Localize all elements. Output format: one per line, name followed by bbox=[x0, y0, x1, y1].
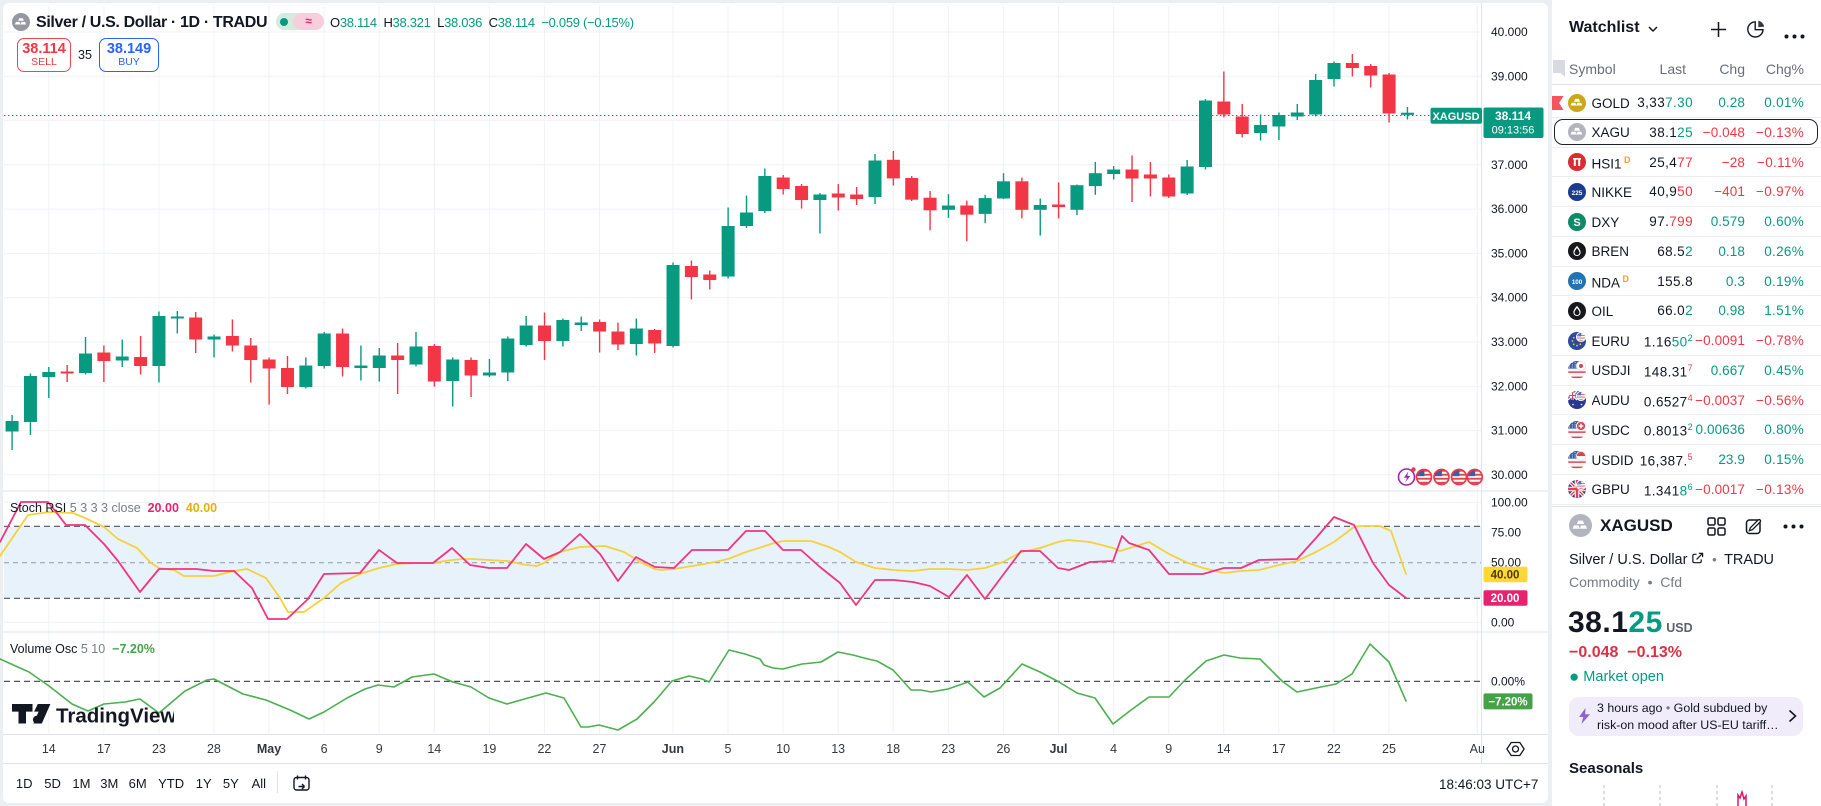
svg-text:20.00: 20.00 bbox=[1491, 593, 1520, 605]
svg-text:26: 26 bbox=[996, 742, 1010, 756]
svg-text:0.00: 0.00 bbox=[1491, 615, 1515, 629]
svg-text:39.000: 39.000 bbox=[1491, 69, 1528, 83]
svg-text:14: 14 bbox=[1217, 742, 1231, 756]
svg-text:40.000: 40.000 bbox=[1491, 25, 1528, 39]
svg-text:100: 100 bbox=[1572, 279, 1583, 286]
svg-text:33.000: 33.000 bbox=[1491, 335, 1528, 349]
svg-text:9: 9 bbox=[1165, 742, 1172, 756]
svg-text:9: 9 bbox=[376, 742, 383, 756]
svg-text:0.00%: 0.00% bbox=[1491, 674, 1525, 688]
svg-text:32.000: 32.000 bbox=[1491, 379, 1528, 393]
svg-text:S: S bbox=[1573, 217, 1580, 229]
svg-text:14: 14 bbox=[427, 742, 441, 756]
svg-text:38.114: 38.114 bbox=[1495, 109, 1531, 123]
svg-text:13: 13 bbox=[831, 742, 845, 756]
svg-text:50.00: 50.00 bbox=[1491, 556, 1521, 570]
svg-text:TradingView: TradingView bbox=[56, 705, 174, 728]
svg-text:18: 18 bbox=[886, 742, 900, 756]
svg-text:14: 14 bbox=[42, 742, 56, 756]
svg-text:10: 10 bbox=[776, 742, 790, 756]
svg-text:25: 25 bbox=[1382, 742, 1396, 756]
svg-text:35.000: 35.000 bbox=[1491, 246, 1528, 260]
svg-text:17: 17 bbox=[97, 742, 111, 756]
svg-text:40.00: 40.00 bbox=[1491, 570, 1520, 582]
svg-text:Jul: Jul bbox=[1049, 742, 1067, 756]
svg-text:100.00: 100.00 bbox=[1491, 495, 1528, 509]
svg-text:5: 5 bbox=[725, 742, 732, 756]
svg-text:28: 28 bbox=[207, 742, 221, 756]
svg-text:30.000: 30.000 bbox=[1491, 468, 1528, 482]
svg-text:May: May bbox=[257, 742, 281, 756]
svg-text:36.000: 36.000 bbox=[1491, 202, 1528, 216]
svg-text:22: 22 bbox=[1327, 742, 1341, 756]
svg-text:Jun: Jun bbox=[662, 742, 684, 756]
svg-text:27: 27 bbox=[593, 742, 607, 756]
svg-text:6: 6 bbox=[321, 742, 328, 756]
svg-text:09:13:56: 09:13:56 bbox=[1492, 125, 1535, 137]
svg-text:17: 17 bbox=[1272, 742, 1286, 756]
svg-text:Au: Au bbox=[1470, 742, 1485, 756]
svg-text:23: 23 bbox=[941, 742, 955, 756]
svg-text:31.000: 31.000 bbox=[1491, 424, 1528, 438]
svg-text:23: 23 bbox=[152, 742, 166, 756]
svg-text:37.000: 37.000 bbox=[1491, 158, 1528, 172]
svg-text:34.000: 34.000 bbox=[1491, 291, 1528, 305]
svg-text:4: 4 bbox=[1110, 742, 1117, 756]
svg-text:75.00: 75.00 bbox=[1491, 525, 1521, 539]
svg-text:225: 225 bbox=[1572, 190, 1583, 197]
svg-text:19: 19 bbox=[482, 742, 496, 756]
svg-text:−7.20%: −7.20% bbox=[1488, 697, 1527, 709]
svg-text:XAGUSD: XAGUSD bbox=[1432, 111, 1479, 123]
svg-text:22: 22 bbox=[537, 742, 551, 756]
